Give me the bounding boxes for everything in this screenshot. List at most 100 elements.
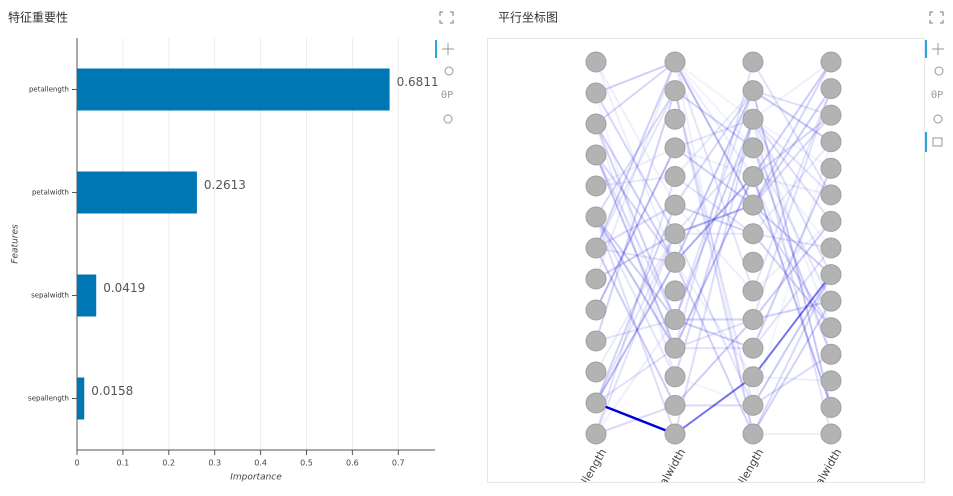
- save-tool[interactable]: [932, 137, 943, 147]
- bar: [77, 377, 85, 420]
- link: [595, 231, 832, 435]
- bar: [77, 171, 197, 214]
- node: [585, 392, 607, 414]
- reset-tool[interactable]: θP: [441, 90, 453, 101]
- link: [595, 87, 832, 408]
- link: [595, 88, 832, 311]
- node: [585, 51, 607, 73]
- link: [595, 88, 832, 408]
- x-axis-title: Importance: [230, 473, 282, 483]
- pan-tool[interactable]: [442, 43, 454, 55]
- node: [585, 82, 607, 104]
- link: [595, 353, 832, 435]
- bar: [77, 68, 390, 111]
- value-label: 0.2613: [204, 178, 246, 192]
- node: [742, 165, 764, 187]
- node: [742, 194, 764, 216]
- link: [595, 260, 832, 437]
- link: [595, 60, 832, 294]
- node: [664, 108, 686, 130]
- node: [820, 51, 842, 73]
- zoom-tool[interactable]: [934, 66, 944, 76]
- node: [664, 137, 686, 159]
- link: [595, 59, 832, 280]
- toolbar: θP: [925, 40, 944, 152]
- node: [585, 330, 607, 352]
- node: [820, 131, 842, 153]
- axis-label: petalwidth: [648, 446, 688, 492]
- link: [595, 59, 832, 249]
- node: [742, 51, 764, 73]
- link: [595, 117, 832, 380]
- y-tick-label: petallength: [29, 86, 69, 94]
- reset-tool[interactable]: θP: [931, 90, 943, 101]
- node: [664, 80, 686, 102]
- node: [820, 317, 842, 339]
- link: [595, 60, 832, 329]
- link: [595, 61, 832, 264]
- node: [820, 104, 842, 126]
- link: [595, 88, 832, 408]
- node: [742, 309, 764, 331]
- node: [742, 223, 764, 245]
- link: [595, 88, 832, 355]
- expand-button[interactable]: [439, 11, 454, 24]
- x-tick-label: 0: [74, 459, 79, 468]
- node: [742, 337, 764, 359]
- bar: [77, 274, 97, 317]
- node: [742, 423, 764, 445]
- link: [595, 273, 832, 436]
- link: [595, 92, 832, 407]
- link: [595, 61, 832, 381]
- node: [820, 423, 842, 445]
- link: [595, 174, 832, 435]
- x-tick-label: 0.2: [162, 459, 175, 468]
- node: [742, 280, 764, 302]
- x-tick-label: 0.6: [346, 459, 359, 468]
- node: [585, 423, 607, 445]
- x-tick-label: 0.3: [208, 459, 221, 468]
- node: [585, 237, 607, 259]
- node: [664, 223, 686, 245]
- node: [664, 366, 686, 388]
- node: [820, 157, 842, 179]
- x-tick-label: 0.7: [392, 459, 405, 468]
- link: [595, 61, 832, 382]
- refresh-tool[interactable]: [933, 114, 943, 124]
- link: [595, 89, 832, 342]
- link: [595, 220, 832, 408]
- pan-tool[interactable]: [932, 43, 944, 55]
- link: [595, 116, 832, 323]
- node: [585, 175, 607, 197]
- axis-label: petallength: [566, 446, 609, 492]
- expand-button[interactable]: [929, 11, 944, 24]
- toolbar: θP: [435, 40, 454, 124]
- link: [595, 89, 832, 264]
- node: [664, 165, 686, 187]
- node: [742, 366, 764, 388]
- x-tick-label: 0.5: [300, 459, 313, 468]
- node: [820, 78, 842, 100]
- zoom-tool[interactable]: [444, 66, 454, 76]
- node: [664, 337, 686, 359]
- node: [664, 280, 686, 302]
- node: [664, 51, 686, 73]
- link: [595, 59, 832, 404]
- node: [820, 396, 842, 418]
- link: [595, 60, 832, 170]
- x-tick-label: 0.4: [254, 459, 267, 468]
- link: [595, 88, 832, 350]
- parallel-axis-labels: petallength petalwidth sepallength sepalwid…: [566, 446, 844, 492]
- node: [742, 137, 764, 159]
- node: [820, 237, 842, 259]
- value-label: 0.0158: [91, 384, 133, 398]
- panel-title: 特征重要性: [8, 10, 68, 25]
- node: [820, 210, 842, 232]
- link: [595, 116, 832, 435]
- refresh-tool[interactable]: [443, 114, 453, 124]
- link: [595, 61, 832, 235]
- parallel-lines: [595, 59, 832, 438]
- node: [820, 184, 842, 206]
- panel-title: 平行坐标图: [498, 11, 558, 25]
- node: [742, 251, 764, 273]
